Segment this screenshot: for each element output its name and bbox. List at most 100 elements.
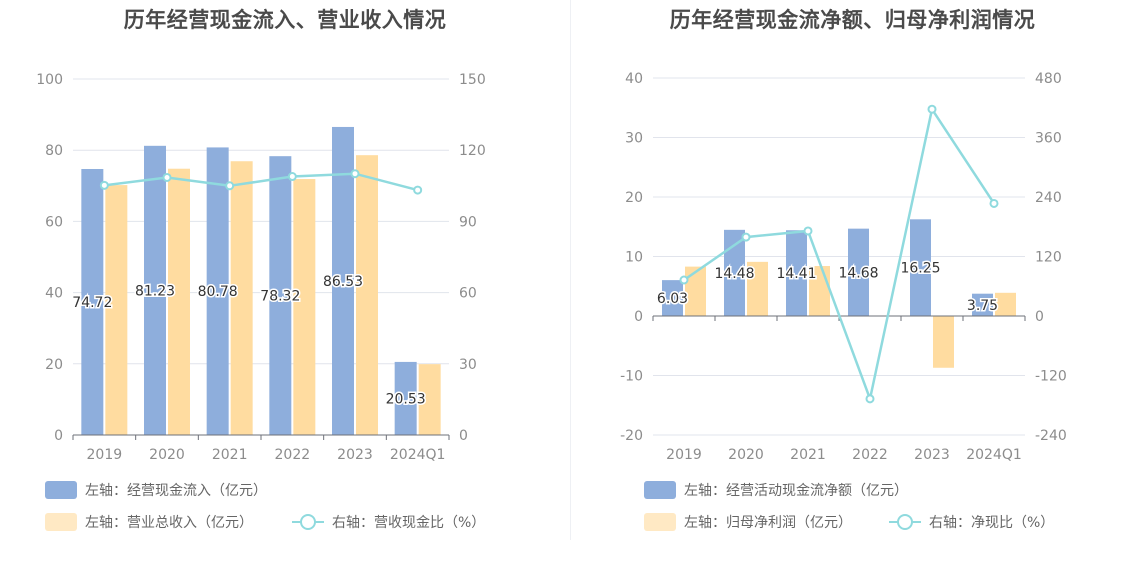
right-chart-title: 历年经营现金流净额、归母净利润情况: [669, 8, 1036, 32]
right-legend-item-2[interactable]: 左轴：归母净利润（亿元）: [644, 512, 852, 532]
line-point: [741, 232, 751, 242]
left-axis-tick: 60: [45, 214, 63, 230]
legend-label: 右轴：营收现金比（%）: [332, 515, 486, 531]
line-point: [989, 198, 999, 208]
right-chart-panel: 历年经营现金流净额、归母净利润情况 -20 -240 -10 -120 0 0 10 120 2…: [571, 0, 1134, 582]
data-label: 74.72: [72, 295, 112, 311]
data-label: 16.25: [900, 261, 940, 277]
left-axis-tick: 100: [36, 72, 63, 88]
legend-swatch: [644, 481, 676, 499]
bar-series2: [293, 179, 316, 435]
right-axis-tick: 90: [459, 214, 477, 230]
right-axis-tick: 60: [459, 286, 477, 302]
line-point: [865, 394, 875, 404]
x-axis-label: 2022: [852, 447, 888, 463]
data-label: 14.41: [776, 266, 816, 282]
left-chart-title: 历年经营现金流入、营业收入情况: [123, 8, 447, 32]
legend-label: 右轴：净现比（%）: [929, 515, 1055, 531]
left-axis-tick: 20: [45, 357, 63, 373]
left-chart: 0 0 20 30 40 60 60 90 80 120 100 150 2019 2020 2021 202…: [36, 72, 486, 463]
line-point: [162, 172, 172, 182]
left-axis-tick: 0: [54, 428, 63, 444]
bar-series2: [685, 266, 706, 316]
left-axis-tick: -20: [620, 428, 643, 444]
bar-series2: [168, 168, 190, 435]
line-point: [679, 275, 689, 285]
left-axis-tick: 30: [625, 131, 643, 147]
left-axis-tick: 0: [634, 309, 643, 325]
data-label: 86.53: [323, 274, 363, 290]
legend-label: 左轴：经营现金流入（亿元）: [85, 483, 267, 499]
bar-series1: [206, 147, 229, 435]
right-axis-tick: 30: [459, 357, 477, 373]
data-label: 81.23: [135, 283, 175, 299]
x-axis-label: 2022: [275, 447, 311, 463]
right-axis-tick: -120: [1035, 369, 1067, 385]
bar-series1: [144, 145, 166, 435]
data-label: 3.75: [967, 298, 998, 314]
legend-label: 左轴：营业总收入（亿元）: [85, 515, 253, 531]
right-legend-item-1[interactable]: 左轴：经营活动现金流净额（亿元）: [644, 480, 908, 500]
right-axis-tick: 0: [1035, 309, 1044, 325]
right-axis-tick: 240: [1035, 190, 1062, 206]
x-axis-label: 2023: [337, 447, 373, 463]
right-axis-tick: 150: [459, 72, 486, 88]
bar-series1: [848, 228, 869, 316]
x-axis-label: 2021: [212, 447, 248, 463]
bar-series1: [972, 293, 993, 316]
line-point: [413, 185, 423, 195]
left-legend-item-1[interactable]: 左轴：经营现金流入（亿元）: [45, 480, 267, 500]
legend-swatch: [45, 481, 77, 499]
bar-series1: [332, 126, 354, 436]
x-axis-label: 2019: [87, 447, 123, 463]
bar-series1: [81, 168, 104, 435]
bar-series2: [356, 155, 378, 435]
bar-series1: [269, 156, 292, 436]
bar-series1: [786, 230, 807, 316]
bar-series2: [418, 364, 441, 435]
legend-swatch: [644, 513, 676, 531]
left-legend-item-2[interactable]: 左轴：营业总收入（亿元）: [45, 512, 253, 532]
left-axis-tick: 10: [625, 250, 643, 266]
line-point: [927, 104, 937, 114]
right-axis-tick: 120: [459, 143, 486, 159]
right-axis-tick: -240: [1035, 428, 1067, 444]
line-point: [803, 226, 813, 236]
legend-line-icon: [292, 513, 324, 531]
x-axis-label: 2024Q1: [966, 447, 1022, 463]
line-point: [225, 181, 235, 191]
right-axis-tick: 120: [1035, 250, 1062, 266]
legend-label: 左轴：经营活动现金流净额（亿元）: [684, 483, 908, 499]
left-axis-tick: 40: [45, 286, 63, 302]
bar-series2: [995, 292, 1016, 316]
bar-series2: [747, 261, 768, 316]
line-series: [683, 106, 996, 404]
line-series: [104, 172, 418, 192]
data-label: 14.48: [714, 266, 754, 282]
line-point: [99, 180, 109, 190]
bar-series2: [933, 316, 954, 368]
right-axis-tick: 0: [459, 428, 468, 444]
x-axis-label: 2020: [149, 447, 185, 463]
data-label: 14.68: [838, 265, 878, 281]
right-axis-tick: 360: [1035, 131, 1062, 147]
right-legend-item-3[interactable]: 右轴：净现比（%）: [889, 512, 1054, 532]
line-point: [350, 169, 360, 179]
legend-line-icon: [889, 513, 921, 531]
left-axis-tick: 40: [625, 71, 643, 87]
line-point: [287, 172, 297, 182]
right-axis-tick: 480: [1035, 71, 1062, 87]
left-legend-item-3[interactable]: 右轴：营收现金比（%）: [292, 512, 485, 532]
x-axis-label: 2024Q1: [390, 447, 446, 463]
left-axis-tick: 20: [625, 190, 643, 206]
x-axis-label: 2021: [790, 447, 826, 463]
bar-series2: [230, 161, 253, 435]
data-label: 20.53: [386, 391, 426, 407]
left-chart-panel: 历年经营现金流入、营业收入情况 0 0 20 30 40 60 60 90 80 120 100 15…: [36, 8, 486, 532]
left-axis-tick: -10: [620, 369, 643, 385]
data-label: 78.32: [260, 289, 300, 305]
legend-label: 左轴：归母净利润（亿元）: [684, 515, 852, 531]
bar-series1: [662, 280, 683, 316]
right-chart: -20 -240 -10 -120 0 0 10 120 20 240 30 360 40 480 2019…: [620, 71, 1067, 463]
x-axis-label: 2020: [728, 447, 764, 463]
